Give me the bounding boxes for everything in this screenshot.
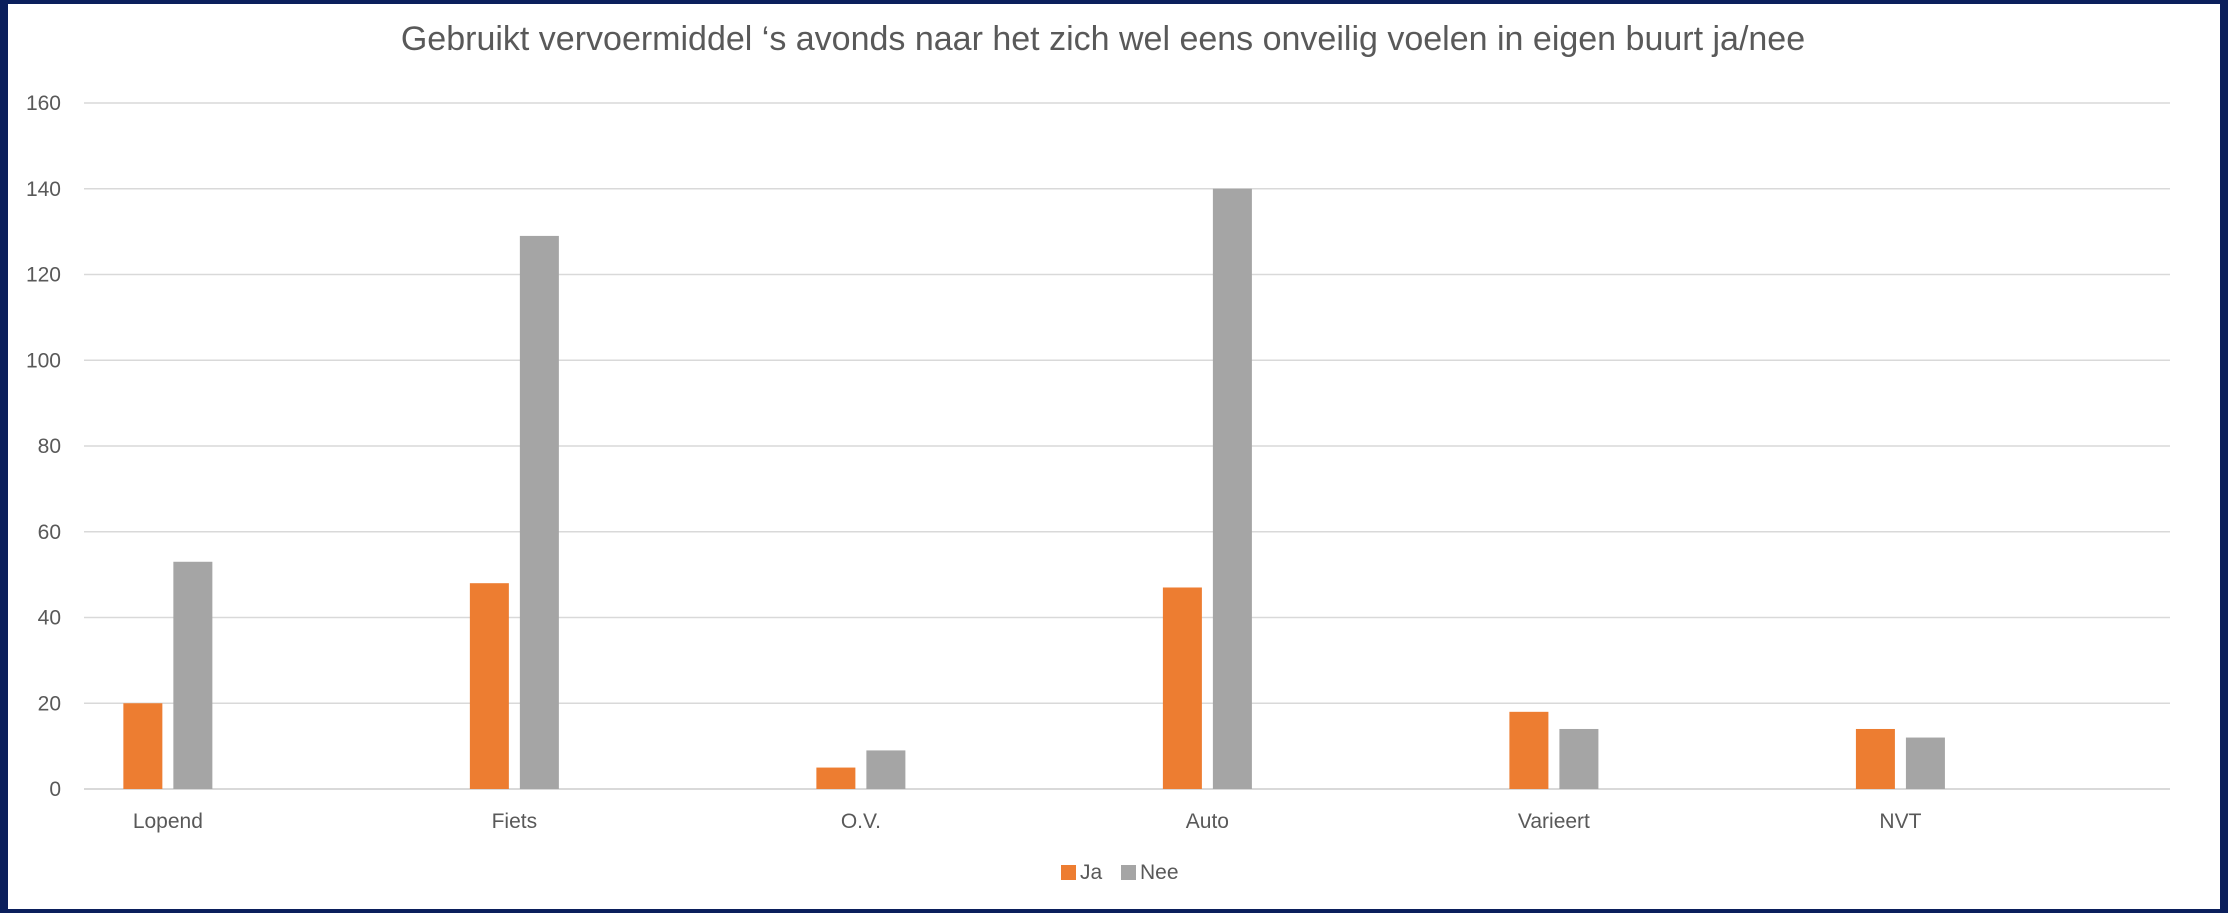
y-axis-ticks: 0 20 40 60 80 100 120 140 160 [26,92,61,801]
bar-ja-auto [1162,587,1202,789]
bar-nee-ov [866,750,906,789]
legend-swatch-ja [1061,865,1076,880]
bar-ja-varieert [1509,711,1549,789]
chart-title: Gebruikt vervoermiddel ‘s avonds naar he… [401,20,1805,58]
x-tick-label: NVT [1879,810,1921,833]
x-axis-ticks: Lopend Fiets O.V. Auto Varieert NVT [133,810,1922,833]
y-tick-label: 160 [26,92,61,115]
bar-nee-varieert [1559,728,1599,789]
y-tick-label: 20 [38,692,61,715]
x-tick-label: Lopend [133,810,203,833]
y-tick-label: 120 [26,264,61,287]
bar-ja-fiets [469,583,509,789]
legend: Ja Nee [1061,861,1179,884]
x-tick-label: O.V. [841,810,881,833]
x-tick-label: Auto [1186,810,1229,833]
y-tick-label: 40 [38,607,61,630]
legend-label-ja: Ja [1080,861,1103,884]
bar-ja-nvt [1855,728,1895,789]
y-tick-label: 0 [49,778,61,801]
bar-ja-lopend [123,703,163,789]
chart-frame: Gebruikt vervoermiddel ‘s avonds naar he… [8,4,2220,909]
bar-nee-fiets [519,235,559,790]
y-tick-label: 140 [26,178,61,201]
bar-nee-nvt [1905,737,1945,789]
y-tick-label: 100 [26,349,61,372]
x-tick-label: Fiets [492,810,538,833]
legend-label-nee: Nee [1140,861,1179,884]
legend-swatch-nee [1121,865,1136,880]
y-tick-label: 60 [38,521,61,544]
bar-ja-ov [816,767,856,789]
gridlines [84,102,2170,790]
bar-chart: Gebruikt vervoermiddel ‘s avonds naar he… [26,20,2170,884]
x-tick-label: Varieert [1518,810,1590,833]
bar-nee-auto [1212,188,1252,789]
bar-nee-lopend [173,561,213,789]
y-tick-label: 80 [38,435,61,458]
bars [123,188,1945,790]
